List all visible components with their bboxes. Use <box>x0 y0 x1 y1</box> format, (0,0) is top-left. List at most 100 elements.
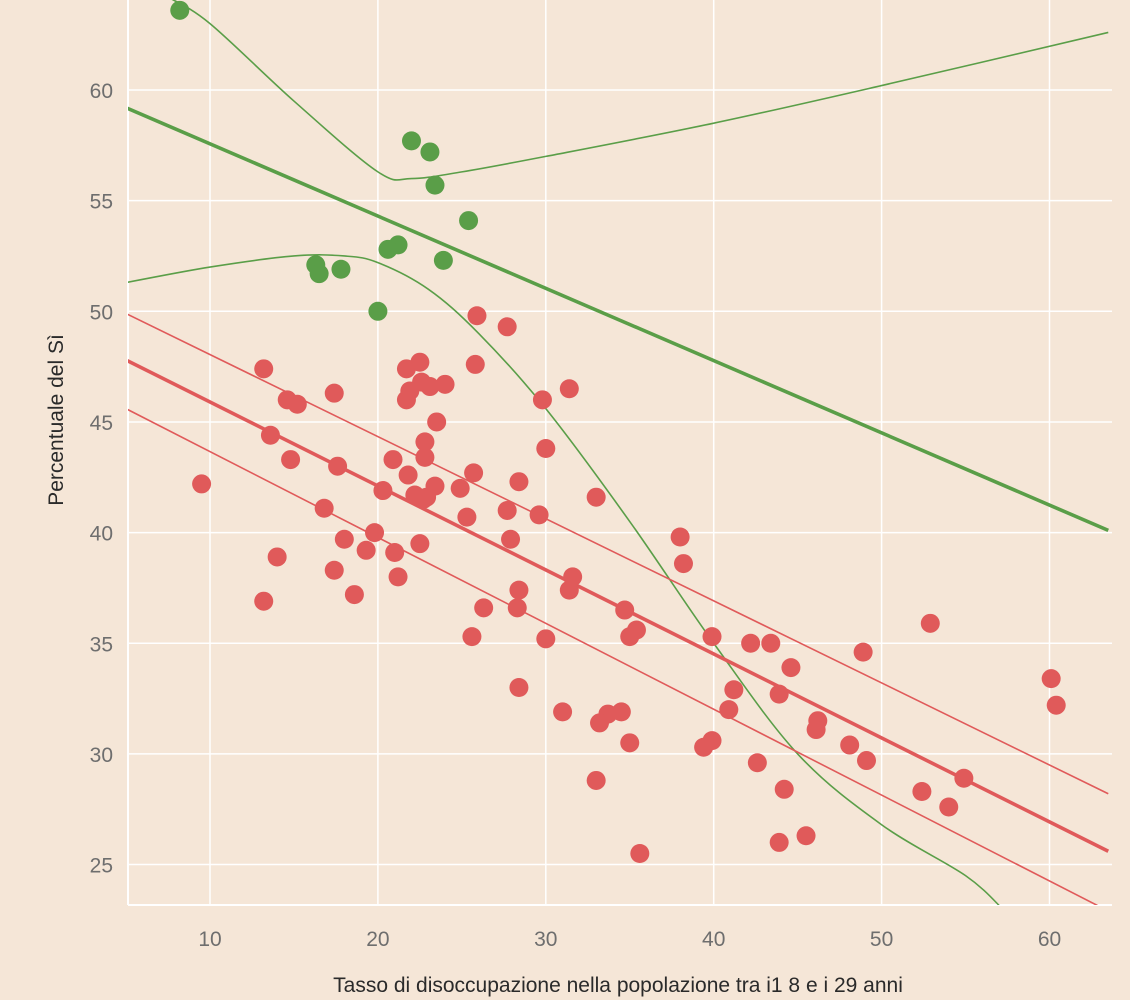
green-point-1 <box>401 131 421 151</box>
red-point-87 <box>853 642 873 662</box>
red-point-25 <box>410 534 430 554</box>
red-point-82 <box>796 826 816 846</box>
red-point-18 <box>373 481 393 501</box>
red-point-50 <box>507 598 527 618</box>
red-point-69 <box>673 554 693 574</box>
red-point-91 <box>954 768 974 788</box>
green-point-7 <box>433 250 453 270</box>
red-point-45 <box>509 472 529 492</box>
red-point-42 <box>532 390 552 410</box>
red-point-63 <box>590 713 610 733</box>
red-point-72 <box>761 633 781 653</box>
green-point-11 <box>368 301 388 321</box>
x-tick-label-60: 60 <box>1038 928 1061 951</box>
red-point-71 <box>741 633 761 653</box>
red-point-55 <box>553 702 573 722</box>
red-point-15 <box>344 585 364 605</box>
x-tick-label-50: 50 <box>870 928 893 951</box>
red-point-78 <box>747 753 767 773</box>
red-point-27 <box>410 352 430 372</box>
red-point-52 <box>462 627 482 647</box>
red-point-6 <box>324 383 344 403</box>
red-point-86 <box>856 751 876 771</box>
red-point-70 <box>702 627 722 647</box>
tick-labels: 10 20 30 40 50 60 25 30 35 40 45 50 55 60 <box>90 80 1062 951</box>
red-point-4 <box>281 450 301 470</box>
green-point-0 <box>170 0 190 20</box>
x-axis-title: Tasso di disoccupazione nella popolazion… <box>333 974 903 997</box>
red-point-64 <box>611 702 631 722</box>
green-point-2 <box>420 142 440 162</box>
red-point-39 <box>465 354 485 374</box>
red-point-51 <box>474 598 494 618</box>
green-point-9 <box>309 264 329 284</box>
green-point-4 <box>459 211 479 231</box>
x-tick-label-10: 10 <box>198 928 221 951</box>
red-point-13 <box>254 591 274 611</box>
y-tick-label-35: 35 <box>90 633 113 656</box>
x-tick-label-20: 20 <box>366 928 389 951</box>
red-point-75 <box>719 700 739 720</box>
red-point-19 <box>383 450 403 470</box>
red-point-35 <box>415 447 435 467</box>
red-point-54 <box>509 678 529 698</box>
red-point-3 <box>260 425 280 445</box>
red-point-46 <box>497 500 517 520</box>
x-tick-label-40: 40 <box>702 928 725 951</box>
red-point-93 <box>1046 695 1066 715</box>
red-point-58 <box>586 487 606 507</box>
red-point-20 <box>398 465 418 485</box>
red-point-43 <box>559 379 579 399</box>
red-point-48 <box>529 505 549 525</box>
green-point-6 <box>378 239 398 259</box>
red-point-36 <box>450 478 470 498</box>
x-tick-label-30: 30 <box>534 928 557 951</box>
green-trend-line <box>128 106 1109 533</box>
red-point-73 <box>781 658 801 678</box>
red-point-59 <box>615 600 635 620</box>
red-point-11 <box>365 523 385 543</box>
red-point-9 <box>334 529 354 549</box>
red-point-88 <box>920 613 940 633</box>
y-tick-label-60: 60 <box>90 80 113 103</box>
red-point-81 <box>769 832 789 852</box>
red-point-12 <box>267 547 287 567</box>
red-point-31 <box>420 377 440 397</box>
red-point-77 <box>702 731 722 751</box>
red-point-8 <box>314 498 334 518</box>
red-point-40 <box>467 306 487 326</box>
red-point-32 <box>435 374 455 394</box>
y-tick-label-45: 45 <box>90 412 113 435</box>
y-tick-label-55: 55 <box>90 191 113 214</box>
red-point-10 <box>356 540 376 560</box>
red-point-61 <box>626 620 646 640</box>
red-point-41 <box>497 317 517 337</box>
red-point-44 <box>536 439 556 459</box>
y-tick-label-50: 50 <box>90 301 113 324</box>
red-point-74 <box>724 680 744 700</box>
red-point-57 <box>563 567 583 587</box>
gridlines <box>127 0 1112 906</box>
y-axis-title: Percentuale del Sì <box>45 334 68 506</box>
red-point-90 <box>939 797 959 817</box>
green-point-3 <box>425 175 445 195</box>
green-point-10 <box>331 259 351 279</box>
y-tick-label-40: 40 <box>90 523 113 546</box>
red-point-14 <box>324 560 344 580</box>
red-point-80 <box>774 779 794 799</box>
red-point-0 <box>254 359 274 379</box>
y-tick-label-25: 25 <box>90 855 113 878</box>
red-point-65 <box>620 733 640 753</box>
red-point-89 <box>912 782 932 802</box>
red-point-84 <box>806 720 826 740</box>
red-point-2 <box>287 394 307 414</box>
red-point-68 <box>670 527 690 547</box>
red-point-92 <box>1041 669 1061 689</box>
data-points <box>170 0 1066 863</box>
red-point-34 <box>415 432 435 452</box>
red-point-7 <box>328 456 348 476</box>
red-point-67 <box>630 843 650 863</box>
red-point-85 <box>840 735 860 755</box>
